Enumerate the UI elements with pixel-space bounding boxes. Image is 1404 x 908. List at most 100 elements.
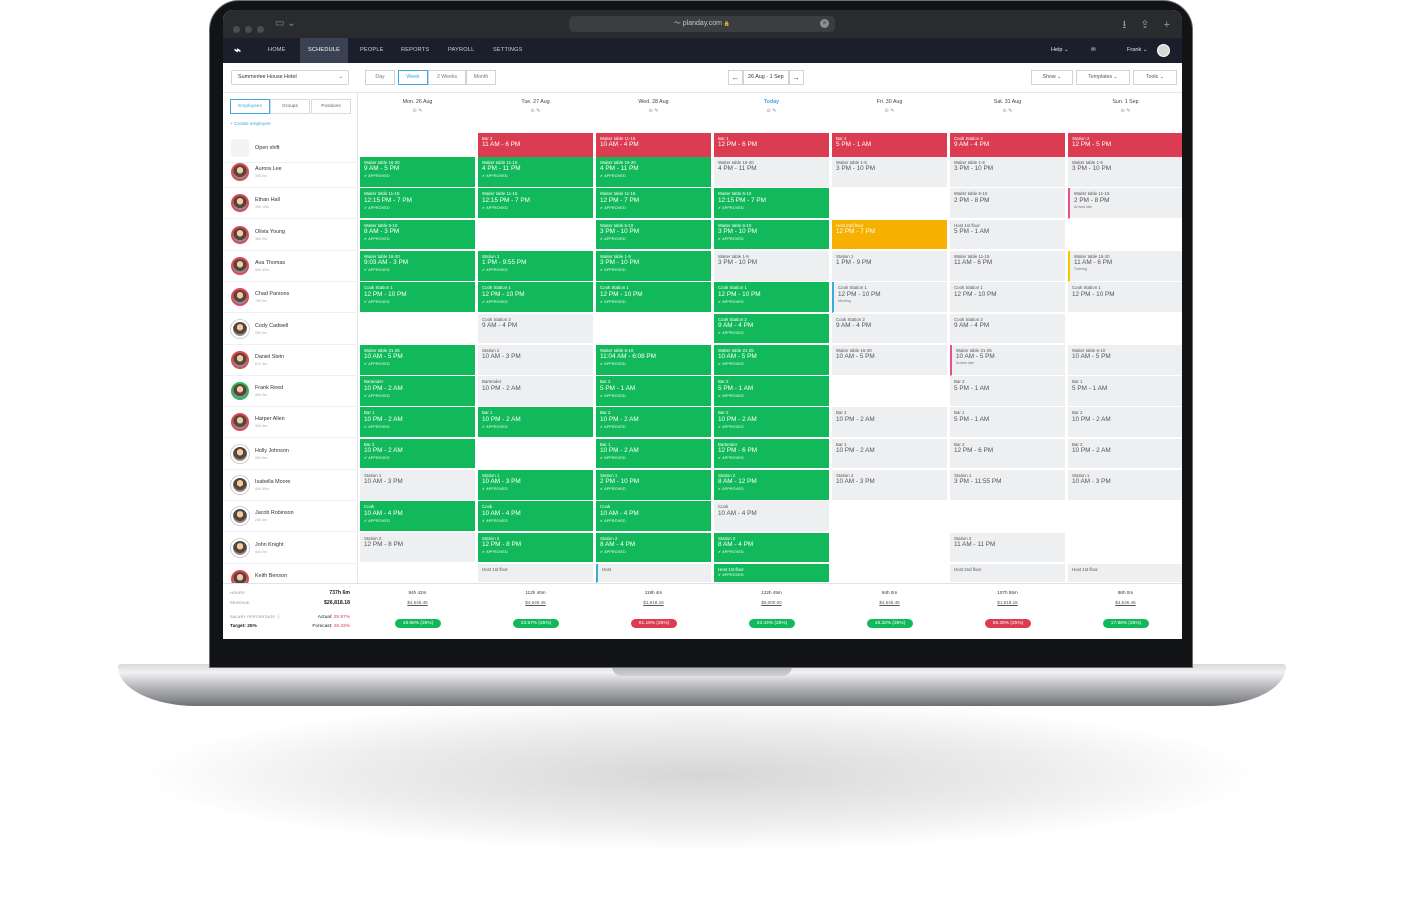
new-tab-icon[interactable]: + bbox=[1163, 19, 1170, 31]
shift-card[interactable]: Waiter table 16-20 10 AM - 5 PM bbox=[832, 344, 947, 376]
shift-card[interactable]: Cook 10 AM - 4 PM ✔ APPROVED bbox=[478, 501, 593, 533]
next-week-button[interactable]: → bbox=[788, 70, 804, 85]
nav-item-payroll[interactable]: PAYROLL bbox=[448, 47, 475, 53]
shift-card[interactable]: Bartender 12 PM - 6 PM ✔ APPROVED bbox=[714, 438, 829, 470]
shift-card[interactable]: Cook Station 1 12 PM - 10 PM ✔ APPROVED bbox=[714, 282, 829, 313]
shift-card[interactable]: Waiter table 1-5 3 PM - 10 PM bbox=[714, 250, 829, 282]
tab-employees[interactable]: Employees bbox=[230, 99, 270, 114]
shift-card[interactable]: Cook 10 AM - 4 PM ✔ APPROVED bbox=[596, 501, 711, 533]
nav-item-home[interactable]: HOME bbox=[268, 47, 286, 53]
shift-card[interactable]: Waiter table 11-15 12 PM - 7 PM ✔ APPROVED bbox=[596, 188, 711, 220]
download-icon[interactable]: ⭳ bbox=[1122, 19, 1127, 31]
tools-button[interactable]: Tools ⌄ bbox=[1133, 70, 1177, 85]
shift-card[interactable]: Waiter table 11-15 12:15 PM - 7 PM ✔ APPRO… bbox=[360, 188, 475, 220]
window-controls[interactable] bbox=[233, 20, 269, 38]
shift-card[interactable]: Station 1 10 AM - 3 PM bbox=[360, 470, 475, 501]
templates-button[interactable]: Templates ⌄ bbox=[1076, 70, 1130, 85]
planday-logo-icon[interactable]: ⌁ bbox=[233, 43, 241, 57]
day-actions-icon[interactable]: ⊙ ✎ bbox=[1120, 108, 1131, 114]
shift-card[interactable]: Waiter table 11-15 4 PM - 11 PM ✔ APPROVED bbox=[478, 157, 593, 188]
shift-card[interactable]: Station 2 12 PM - 8 PM ✔ APPROVED bbox=[478, 532, 593, 564]
shift-card[interactable]: Waiter table 11-15 11 AM - 6 PM bbox=[950, 250, 1065, 282]
day-revenue-value[interactable]: $4,545.45 bbox=[879, 600, 900, 605]
day-header[interactable]: Wed. 28 Aug ⊙ ✎ bbox=[596, 93, 711, 133]
shift-card[interactable]: Bar 1 10 PM - 2 AM bbox=[832, 438, 947, 470]
shift-card[interactable]: Cook Station 1 12 PM - 10 PM ✔ APPROVED bbox=[478, 282, 593, 313]
employee-row[interactable]: Isabella Moore 40h 55m bbox=[223, 470, 358, 501]
day-header[interactable]: Fri. 30 Aug ⊙ ✎ bbox=[832, 93, 947, 133]
shift-card[interactable]: Waiter table 1-5 3 PM - 10 PM bbox=[1068, 157, 1182, 188]
shift-card[interactable]: Host 2nd floor bbox=[950, 563, 1065, 583]
shift-card[interactable]: Cook 10 AM - 4 PM ✔ APPROVED bbox=[360, 501, 475, 533]
employee-row[interactable]: Holly Johnson 28h 0m bbox=[223, 439, 358, 470]
shift-card[interactable]: Waiter table 6-10 12:15 PM - 7 PM ✔ APPROV… bbox=[714, 188, 829, 220]
shift-card[interactable]: Bar 2 10 PM - 2 AM bbox=[1068, 438, 1182, 470]
shift-card[interactable]: Bar 1 10 PM - 2 AM ✔ APPROVED bbox=[596, 438, 711, 470]
employee-row[interactable]: Olivia Young 36h 0m bbox=[223, 220, 358, 251]
nav-item-schedule[interactable]: SCHEDULE bbox=[300, 38, 349, 63]
shift-card[interactable]: Station 1 10 AM - 3 PM ✔ APPROVED bbox=[478, 470, 593, 501]
day-actions-icon[interactable]: ⊙ ✎ bbox=[766, 108, 777, 114]
shift-card[interactable]: Waiter table 21-25 10 AM - 5 PM ✔ APPROVED bbox=[714, 344, 829, 376]
shift-card[interactable]: Station 2 12 PM - 8 PM bbox=[360, 532, 475, 564]
employee-row[interactable]: Aurora Lee 30h 0m bbox=[223, 157, 358, 188]
view-month[interactable]: Month bbox=[466, 70, 496, 85]
shift-card[interactable]: Waiter table 16-20 4 PM - 11 PM ✔ APPROVED bbox=[596, 157, 711, 188]
day-header[interactable]: Sat. 31 Aug ⊙ ✎ bbox=[950, 93, 1065, 133]
day-revenue-value[interactable]: $4,545.45 bbox=[525, 600, 546, 605]
shift-card[interactable]: Waiter table 11-15 12:15 PM - 7 PM ✔ APPRO… bbox=[478, 188, 593, 220]
shift-card[interactable]: Waiter table 16-20 11 AM - 6 PM Training bbox=[1068, 250, 1182, 282]
shift-card[interactable]: Bar 2 10 PM - 2 AM ✔ APPROVED bbox=[714, 407, 829, 439]
help-menu[interactable]: Help ⌄ bbox=[1051, 47, 1069, 53]
day-revenue-value[interactable]: $5,000.00 bbox=[761, 600, 782, 605]
shift-card[interactable]: Cook Station 1 12 PM - 10 PM ✔ APPROVED bbox=[360, 282, 475, 313]
shift-card[interactable]: Bar 2 10 PM - 2 AM bbox=[832, 407, 947, 439]
shift-card[interactable]: Host bbox=[596, 563, 711, 583]
tab-groups[interactable]: Groups bbox=[270, 99, 310, 114]
shift-card[interactable]: Cook Station 1 12 PM - 10 PM bbox=[950, 282, 1065, 313]
day-actions-icon[interactable]: ⊙ ✎ bbox=[1002, 108, 1013, 114]
shift-card[interactable]: Waiter table 1-5 3 PM - 10 PM ✔ APPROVED bbox=[596, 250, 711, 282]
user-avatar[interactable] bbox=[1157, 44, 1170, 57]
shift-card[interactable]: Waiter table 16-20 4 PM - 11 PM bbox=[714, 157, 829, 188]
day-actions-icon[interactable]: ⊙ ✎ bbox=[530, 108, 541, 114]
day-revenue-value[interactable]: $1,818.18 bbox=[997, 600, 1018, 605]
nav-item-reports[interactable]: REPORTS bbox=[401, 47, 430, 53]
shift-card[interactable]: Waiter table 6-10 3 PM - 10 PM ✔ APPROVED bbox=[714, 219, 829, 251]
date-range[interactable]: 26 Aug - 1 Sep bbox=[743, 70, 789, 85]
user-menu[interactable]: Frank ⌄ bbox=[1127, 47, 1148, 53]
shift-card[interactable]: Bar 1 10 PM - 2 AM ✔ APPROVED bbox=[360, 407, 475, 439]
sidebar-toggle-icon[interactable]: ▭ ⌄ bbox=[275, 18, 296, 29]
prev-week-button[interactable]: ← bbox=[728, 70, 743, 85]
day-header[interactable]: Mon. 26 Aug ⊙ ✎ bbox=[360, 93, 475, 133]
shift-card[interactable]: Bar 2 12 PM - 6 PM bbox=[950, 438, 1065, 470]
shift-card[interactable]: Waiter table 1-5 3 PM - 10 PM bbox=[950, 157, 1065, 188]
address-bar[interactable]: 〜 planday.com 🔒 × bbox=[569, 16, 835, 32]
shift-card[interactable]: Waiter table 16-20 9:03 AM - 3 PM ✔ APPROV… bbox=[360, 250, 475, 282]
shift-card[interactable]: Host 1st floor ✔ APPROVED bbox=[714, 563, 829, 583]
shift-card[interactable]: Waiter table 21-25 10 AM - 5 PM Arrives la… bbox=[950, 344, 1065, 376]
shift-card[interactable]: Waiter table 6-10 3 PM - 10 PM ✔ APPROVED bbox=[596, 219, 711, 251]
employee-row[interactable]: Jacob Robinson 24h 0m bbox=[223, 501, 358, 533]
shift-card[interactable]: Cook 10 AM - 4 PM bbox=[714, 501, 829, 533]
shift-card[interactable]: Bar 1 10 PM - 2 AM ✔ APPROVED bbox=[478, 407, 593, 439]
employee-row[interactable]: Ava Thomas 50h 32m bbox=[223, 251, 358, 282]
day-actions-icon[interactable]: ⊙ ✎ bbox=[412, 108, 423, 114]
shift-card[interactable]: Waiter table 6-10 8 AM - 3 PM ✔ APPROVED bbox=[360, 219, 475, 251]
view-2-weeks[interactable]: 2 Weeks bbox=[428, 70, 466, 85]
shift-card[interactable]: Cook Station 1 12 PM - 10 PM ✔ APPROVED bbox=[596, 282, 711, 313]
shift-card[interactable]: Bartender 10 PM - 2 AM ✔ APPROVED bbox=[360, 376, 475, 407]
employee-row[interactable]: Daniel Stein 67h 4m bbox=[223, 345, 358, 376]
shift-card[interactable]: Host 2nd floor 12 PM - 7 PM bbox=[832, 219, 947, 251]
